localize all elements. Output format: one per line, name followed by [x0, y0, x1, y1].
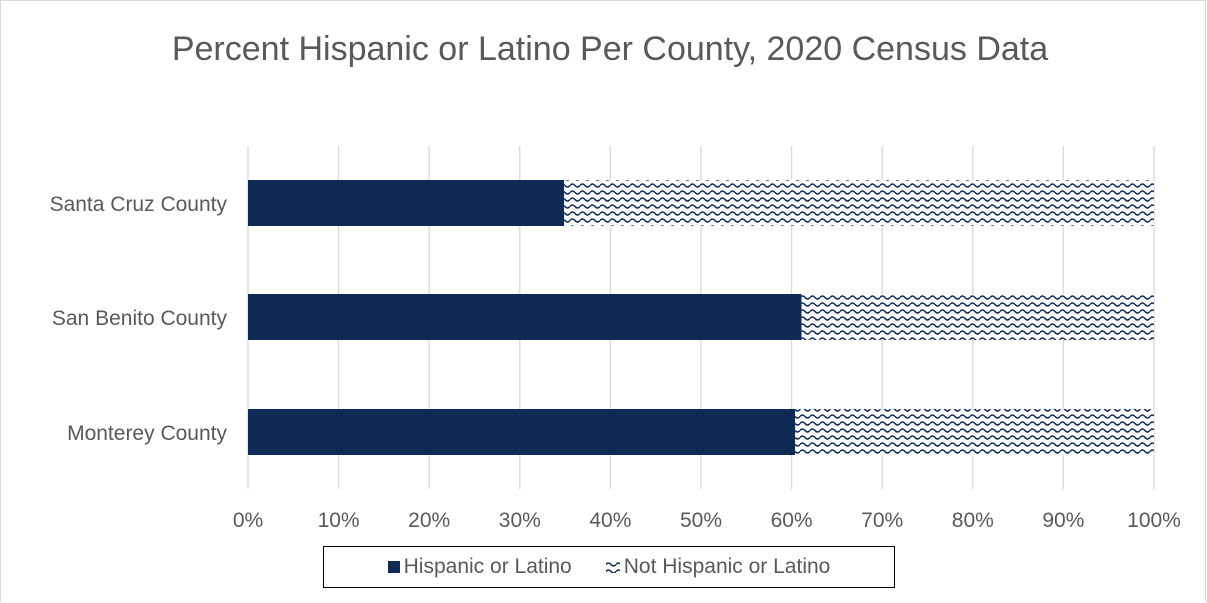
bar-not-hispanic [795, 409, 1154, 455]
bar-not-hispanic [564, 180, 1154, 226]
x-tick-label: 90% [1042, 509, 1084, 532]
legend-swatch-hispanic [387, 561, 400, 573]
x-tick-label: 0% [233, 509, 263, 532]
bar-not-hispanic [801, 294, 1154, 340]
chart-title: Percent Hispanic or Latino Per County, 2… [171, 30, 1049, 68]
legend-item-not-hispanic: Not Hispanic or Latino [605, 555, 831, 579]
x-tick-label: 80% [952, 509, 994, 532]
x-tick-label: 50% [680, 509, 722, 532]
bar-hispanic [248, 409, 796, 455]
category-label: San Benito County [52, 307, 228, 330]
category-label: Monterey County [67, 422, 227, 445]
x-tick-label: 40% [589, 509, 631, 532]
legend-label-hispanic: Hispanic or Latino [403, 555, 572, 578]
x-tick-label: 70% [861, 509, 903, 532]
x-tick-label: 10% [318, 509, 360, 532]
bar-hispanic [248, 294, 802, 340]
bar-hispanic [248, 180, 565, 226]
x-tick-label: 100% [1127, 509, 1181, 532]
legend-label-not-hispanic: Not Hispanic or Latino [623, 555, 831, 578]
legend-swatch-not-hispanic [605, 561, 620, 573]
category-label: Santa Cruz County [50, 193, 228, 216]
legend-item-hispanic: Hispanic or Latino [387, 555, 572, 579]
x-tick-label: 30% [499, 509, 541, 532]
legend: Hispanic or Latino Not Hispanic or Latin… [323, 546, 895, 588]
x-tick-label: 20% [408, 509, 450, 532]
x-tick-label: 60% [771, 509, 813, 532]
